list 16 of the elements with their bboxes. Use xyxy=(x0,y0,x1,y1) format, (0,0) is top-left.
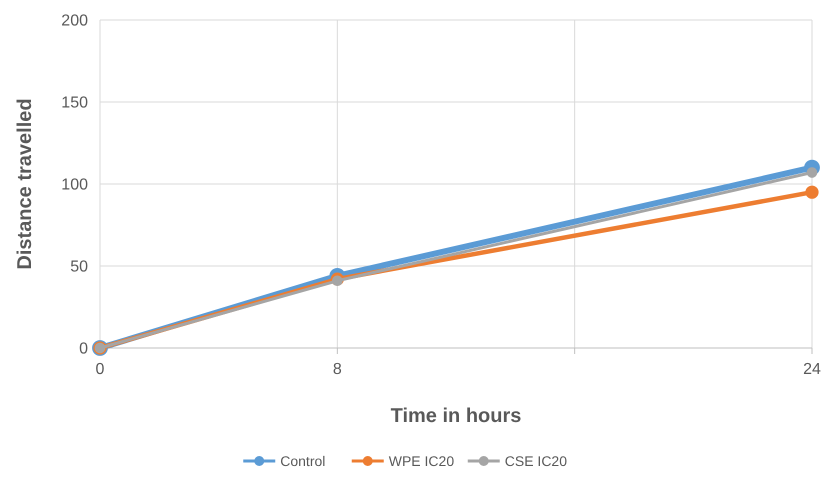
y-tick-label: 50 xyxy=(70,258,88,276)
legend-label: WPE IC20 xyxy=(388,452,454,469)
x-tick-label: 0 xyxy=(96,361,105,378)
y-axis-title: Distance travelled xyxy=(14,98,36,270)
legend-label: Control xyxy=(280,452,326,469)
y-tick-label: 0 xyxy=(79,340,88,358)
x-tick-label: 24 xyxy=(803,361,821,378)
y-tick-label: 150 xyxy=(61,94,88,112)
x-axis-title: Time in hours xyxy=(390,405,522,427)
y-tick-label: 100 xyxy=(61,176,88,194)
point xyxy=(806,167,818,178)
point xyxy=(332,275,343,286)
y-tick-label: 200 xyxy=(61,12,88,30)
point xyxy=(805,186,819,199)
legend-label: CSE IC20 xyxy=(504,452,568,469)
x-tick-label: 8 xyxy=(332,361,342,378)
